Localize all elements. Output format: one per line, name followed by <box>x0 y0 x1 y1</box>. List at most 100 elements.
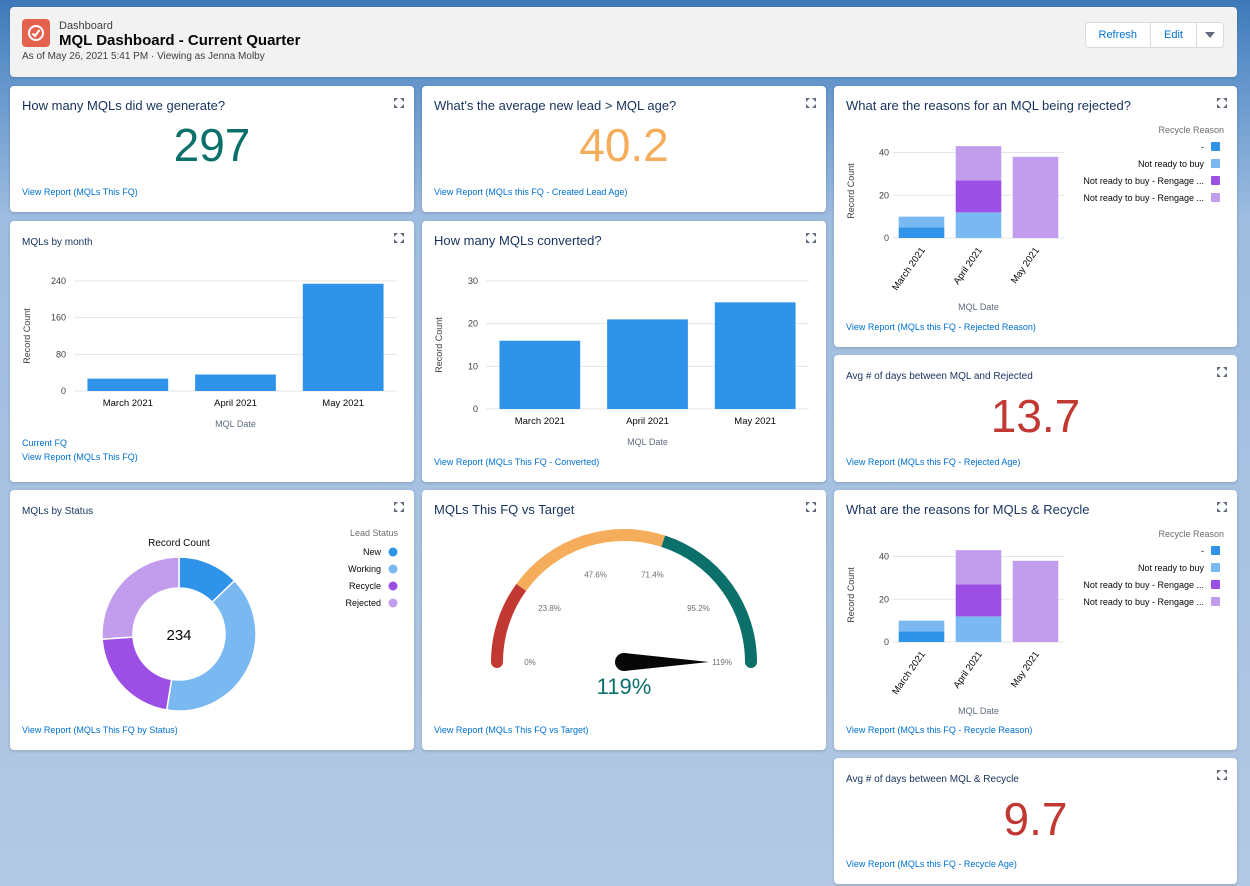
header-button-group: Refresh Edit <box>1084 22 1224 48</box>
x-tick-label: April 2021 <box>626 416 669 427</box>
legend-label: Not ready to buy - Rengage ... <box>1083 176 1204 186</box>
x-tick-label: March 2021 <box>103 398 153 409</box>
legend-label: Not ready to buy <box>1138 563 1205 573</box>
edit-button[interactable]: Edit <box>1151 23 1197 47</box>
refresh-button[interactable]: Refresh <box>1085 23 1152 47</box>
gauge-tick-label: 23.8% <box>538 604 561 613</box>
gauge-hub <box>615 653 633 671</box>
y-tick-label: 30 <box>468 276 478 286</box>
y-tick-label: 20 <box>879 190 889 200</box>
card-title: What's the average new lead > MQL age? <box>434 98 677 113</box>
current-fq-label[interactable]: Current FQ <box>22 438 68 448</box>
view-report-link[interactable]: View Report (MQLs This FQ) <box>22 187 138 197</box>
y-axis-label: Record Count <box>846 567 856 623</box>
bar <box>499 340 581 409</box>
mqls-converted-chart: 0 10 20 30 March 2021 April 2021 May 2021 MQL D… <box>434 276 809 447</box>
legend-label: New <box>363 547 382 557</box>
expand-icon[interactable] <box>806 502 816 512</box>
y-tick-label: 40 <box>879 148 889 158</box>
card-avg-days-rejected: Avg # of days between MQL and Rejected 1… <box>834 355 1237 482</box>
legend-swatch <box>1211 159 1220 168</box>
legend-swatch <box>1211 193 1220 202</box>
recycle-reasons-chart: 0 20 40 March 2021 April 2021 May 2021 MQL Dat… <box>846 529 1224 716</box>
legend-swatch <box>388 598 398 608</box>
rejected-reasons-chart: 0 20 40 March 2021 April 2021 May 2021 MQL Dat… <box>846 125 1224 312</box>
view-report-link[interactable]: View Report (MQLs this FQ - Recycle Reas… <box>846 725 1033 735</box>
dashboard-app-icon <box>22 19 50 47</box>
expand-icon[interactable] <box>1217 770 1227 780</box>
gauge-cap <box>745 656 757 668</box>
card-title: How many MQLs converted? <box>434 233 602 248</box>
expand-icon[interactable] <box>394 233 404 243</box>
card-title: How many MQLs did we generate? <box>22 98 226 113</box>
bar-segment <box>898 216 945 228</box>
chevron-down-icon <box>1205 32 1215 38</box>
gauge-band <box>491 583 527 663</box>
view-report-link[interactable]: View Report (MQLs This FQ) <box>22 452 138 462</box>
view-report-link[interactable]: View Report (MQLs This FQ vs Target) <box>434 725 589 735</box>
donut-slice <box>165 579 257 712</box>
legend-swatch <box>1211 580 1220 589</box>
card-title: MQLs by month <box>22 237 93 248</box>
card-mqls-converted: How many MQLs converted? 0 10 20 30 March 20… <box>422 221 826 482</box>
card-rejected-reasons: What are the reasons for an MQL being re… <box>834 86 1237 347</box>
gauge-band <box>516 529 666 591</box>
metric-value: 40.2 <box>579 119 669 171</box>
header-eyebrow: Dashboard <box>59 20 113 32</box>
legend-swatch <box>388 564 398 574</box>
bar-segment <box>1012 560 1059 642</box>
gauge-tick-label: 71.4% <box>641 571 664 580</box>
card-avg-days-recycle: Avg # of days between MQL & Recycle 9.7 … <box>834 758 1237 884</box>
x-tick-label: May 2021 <box>734 416 776 427</box>
view-report-link[interactable]: View Report (MQLs this FQ - Rejected Age… <box>846 457 1021 467</box>
legend-label: Not ready to buy <box>1138 159 1205 169</box>
legend-swatch <box>388 547 398 557</box>
expand-icon[interactable] <box>394 502 404 512</box>
dashboard-header: Dashboard MQL Dashboard - Current Quarte… <box>10 7 1237 77</box>
x-tick-label: April 2021 <box>214 398 257 409</box>
bar-segment <box>955 180 1002 213</box>
legend-label: Recycle <box>349 581 381 591</box>
legend-title: Recycle Reason <box>1158 125 1224 135</box>
y-axis-label: Record Count <box>434 317 444 373</box>
gauge-icon <box>28 25 44 41</box>
view-report-link[interactable]: View Report (MQLs This FQ - Converted) <box>434 457 600 467</box>
vs-target-gauge: 23.8% 47.6% 71.4% 95.2% 0% 119% 119% <box>491 529 757 699</box>
view-report-link[interactable]: View Report (MQLs this FQ - Created Lead… <box>434 187 628 197</box>
bar-segment <box>898 227 945 238</box>
y-tick-label: 80 <box>56 349 66 359</box>
expand-icon[interactable] <box>806 98 816 108</box>
legend-swatch <box>1211 176 1220 185</box>
card-title: MQLs This FQ vs Target <box>434 502 575 517</box>
card-mqls-by-status: MQLs by Status Record Count 234 Lead Statu… <box>10 490 414 750</box>
donut-slice <box>101 636 173 711</box>
card-title: Avg # of days between MQL & Recycle <box>846 774 1019 785</box>
card-title: Avg # of days between MQL and Rejected <box>846 371 1033 382</box>
more-actions-button[interactable] <box>1197 23 1223 47</box>
expand-icon[interactable] <box>394 98 404 108</box>
x-tick-label: March 2021 <box>890 649 928 696</box>
metric-value: 297 <box>173 119 251 171</box>
metric-value: 13.7 <box>990 390 1081 442</box>
y-axis-label: Record Count <box>22 308 32 364</box>
gauge-tick-label: 47.6% <box>584 571 607 580</box>
expand-icon[interactable] <box>1217 98 1227 108</box>
y-tick-label: 20 <box>879 594 889 604</box>
y-axis-label: Record Count <box>846 163 856 219</box>
expand-icon[interactable] <box>1217 367 1227 377</box>
view-report-link[interactable]: View Report (MQLs This FQ by Status) <box>22 725 178 735</box>
gauge-min-label: 0% <box>524 658 536 667</box>
expand-icon[interactable] <box>1217 502 1227 512</box>
x-axis-label: MQL Date <box>958 706 999 716</box>
bar-segment <box>1012 156 1059 238</box>
mqls-by-status-chart: Record Count 234 Lead Status New Working Recy… <box>101 528 398 712</box>
legend-swatch <box>1211 563 1220 572</box>
legend-swatch <box>1211 546 1220 555</box>
expand-icon[interactable] <box>806 233 816 243</box>
legend-label: Not ready to buy - Rengage ... <box>1083 193 1204 203</box>
y-tick-label: 20 <box>468 319 478 329</box>
bar-segment <box>955 146 1002 181</box>
view-report-link[interactable]: View Report (MQLs this FQ - Recycle Age) <box>846 859 1017 869</box>
y-tick-label: 240 <box>51 276 66 286</box>
view-report-link[interactable]: View Report (MQLs this FQ - Rejected Rea… <box>846 322 1036 332</box>
